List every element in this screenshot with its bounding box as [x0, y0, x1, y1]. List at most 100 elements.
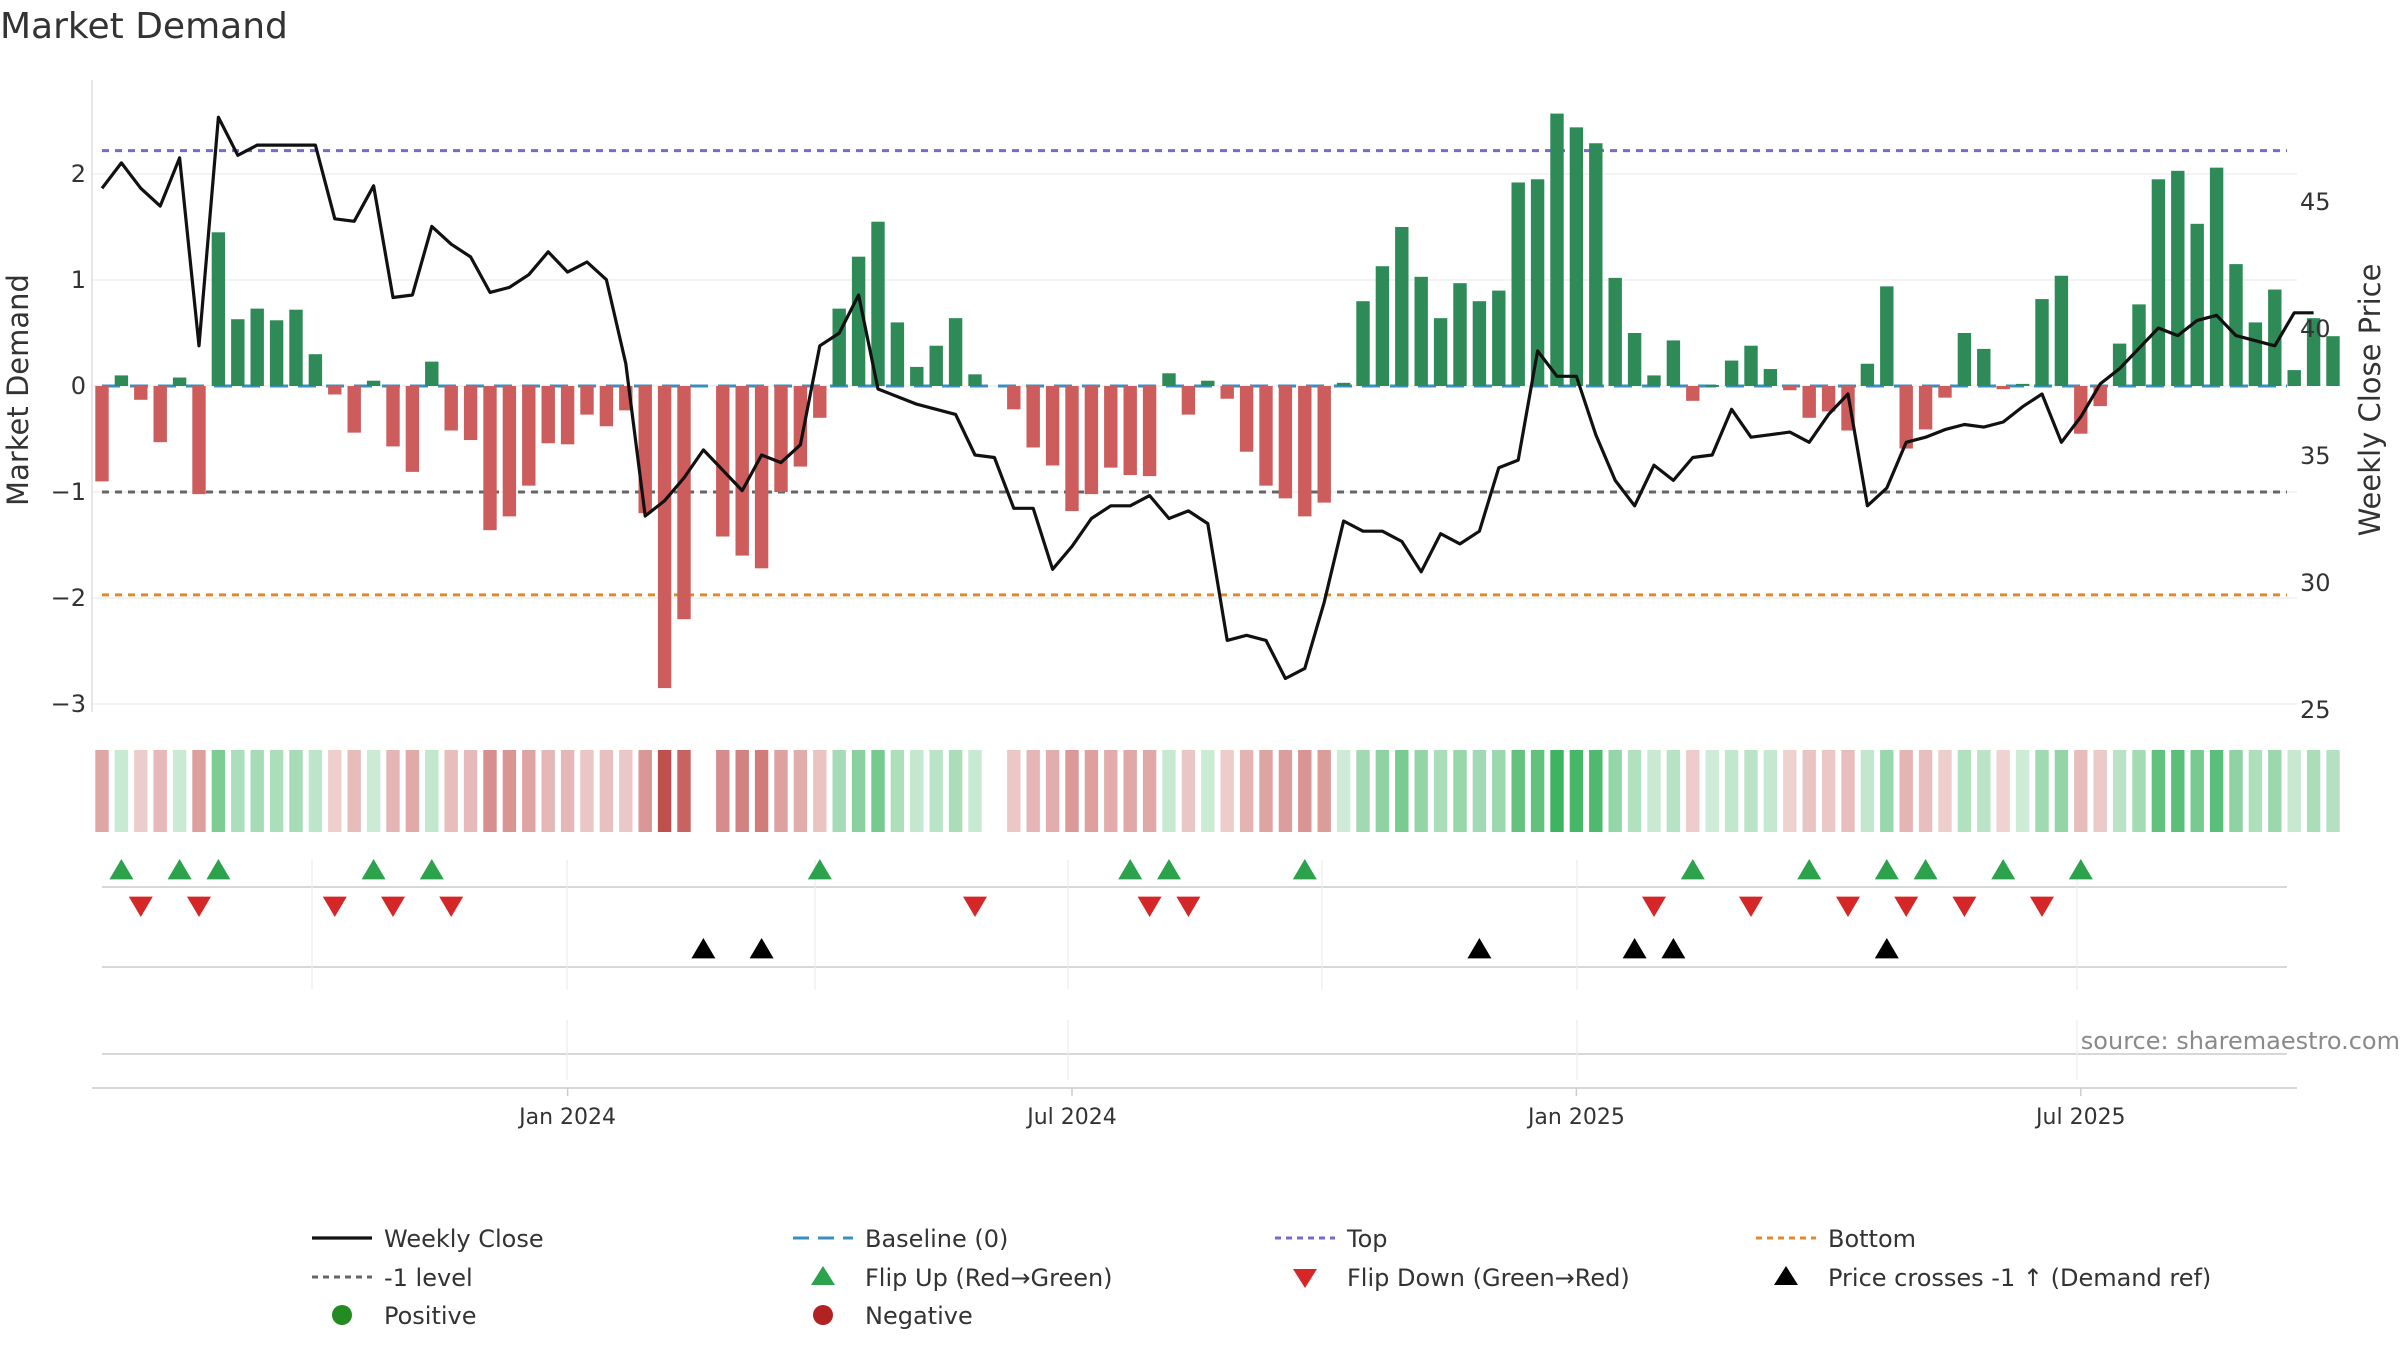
demand-bar [1821, 386, 1836, 412]
heat-cell [1705, 750, 1719, 832]
heat-cell [1666, 750, 1681, 832]
demand-bar [1511, 182, 1525, 386]
demand-bar [2306, 318, 2321, 386]
heat-cell [871, 750, 885, 832]
price-line-group [100, 115, 2314, 681]
heat-cell [114, 750, 129, 832]
flip-down-marker [128, 896, 153, 917]
demand-bar [1957, 333, 1972, 386]
heat-cell [134, 750, 148, 832]
heat-cell [2306, 750, 2321, 832]
legend-label: Top [1346, 1225, 1388, 1253]
demand-bar [2151, 179, 2166, 386]
flip-down-marker [1739, 896, 1763, 917]
price-cross-marker [1467, 938, 1492, 959]
demand-bar [677, 386, 691, 620]
flip-down-marker [381, 896, 405, 917]
legend-label: Flip Down (Green→Red) [1347, 1264, 1630, 1292]
demand-bar [211, 232, 226, 386]
legend-label: Price crosses -1 ↑ (Demand ref) [1828, 1264, 2211, 1292]
demand-bar [1298, 386, 1312, 517]
y-tick-label: −2 [51, 584, 86, 612]
demand-bar [2326, 336, 2340, 386]
flip-up-marker [1797, 859, 1822, 880]
demand-bar [1395, 227, 1409, 386]
demand-bar [1065, 386, 1079, 512]
heat-cell [2132, 750, 2146, 832]
heat-cell [2268, 750, 2282, 832]
price-cross-marker [1661, 938, 1686, 959]
flip-up-marker [167, 859, 192, 880]
heat-cell [2171, 750, 2185, 832]
heat-cell [2287, 750, 2301, 832]
x-tick-label: Jan 2025 [1526, 1105, 1625, 1130]
demand-bar [2132, 304, 2146, 386]
demand-bar [1084, 386, 1099, 495]
heat-cell [347, 750, 361, 832]
legend-swatch [1293, 1269, 1317, 1288]
flip-up-marker [1680, 859, 1705, 880]
demand-bar [774, 386, 788, 492]
axes: 2 1 0 −1 −2 −3 45 40 35 30 25 [51, 80, 2331, 1089]
y2-tick-label: 35 [2300, 442, 2331, 470]
demand-bar [347, 386, 361, 433]
heat-cell [1453, 750, 1467, 832]
demand-bar [1608, 277, 1622, 386]
flip-up-marker [1991, 859, 2016, 880]
demand-bar [2190, 223, 2204, 386]
flip-up-marker [1874, 859, 1899, 880]
heat-cell [910, 750, 924, 832]
heat-cell [1026, 750, 1040, 832]
demand-bar [1627, 333, 1642, 386]
demand-bar [308, 354, 323, 386]
flip-down-marker [1952, 896, 1977, 917]
heat-cell [1433, 750, 1448, 832]
heat-cell [2229, 750, 2243, 832]
heat-cell [1045, 750, 1060, 832]
heat-cell [1259, 750, 1273, 832]
demand-bar [405, 386, 420, 472]
demand-bar [851, 256, 866, 386]
demand-bar [463, 386, 478, 441]
demand-bar [1880, 286, 1894, 386]
legend-swatch [811, 1266, 835, 1285]
demand-bar [250, 308, 264, 386]
heat-cell [1123, 750, 1137, 832]
flip-down-marker [1836, 896, 1860, 917]
legend-label: Baseline (0) [865, 1225, 1008, 1253]
demand-bar [1938, 386, 1952, 398]
flip-down-marker [963, 896, 987, 917]
demand-bar [425, 361, 439, 386]
legend-label: Negative [865, 1302, 973, 1330]
heat-cell [1511, 750, 1525, 832]
heat-cell [153, 750, 167, 832]
demand-bar [1977, 348, 1991, 386]
weekly-close-line [100, 115, 2314, 681]
demand-bar [754, 386, 769, 569]
heat-cell [1530, 750, 1545, 832]
heat-cell [2112, 750, 2127, 832]
heat-cell [677, 750, 691, 832]
demand-bar [1239, 386, 1254, 452]
heat-cell [192, 750, 206, 832]
demand-bar [444, 386, 458, 431]
heat-cell [1472, 750, 1487, 832]
demand-bar [2209, 167, 2224, 386]
demand-bar [134, 386, 148, 400]
y-tick-label: −3 [51, 690, 86, 718]
heat-cell [1162, 750, 1176, 832]
y-tick-label: −1 [51, 478, 86, 506]
y2-tick-label: 25 [2300, 696, 2331, 724]
heat-cell [1977, 750, 1991, 832]
heat-cell [1918, 750, 1933, 832]
heat-cell [1627, 750, 1642, 832]
demand-bar [2035, 299, 2049, 386]
heat-cell [231, 750, 245, 832]
demand-bar [1181, 386, 1196, 415]
demand-bar [560, 386, 575, 445]
event-markers [109, 859, 2093, 959]
heat-cell [1336, 750, 1351, 832]
demand-bar [2248, 322, 2263, 386]
demand-bar [95, 386, 109, 482]
